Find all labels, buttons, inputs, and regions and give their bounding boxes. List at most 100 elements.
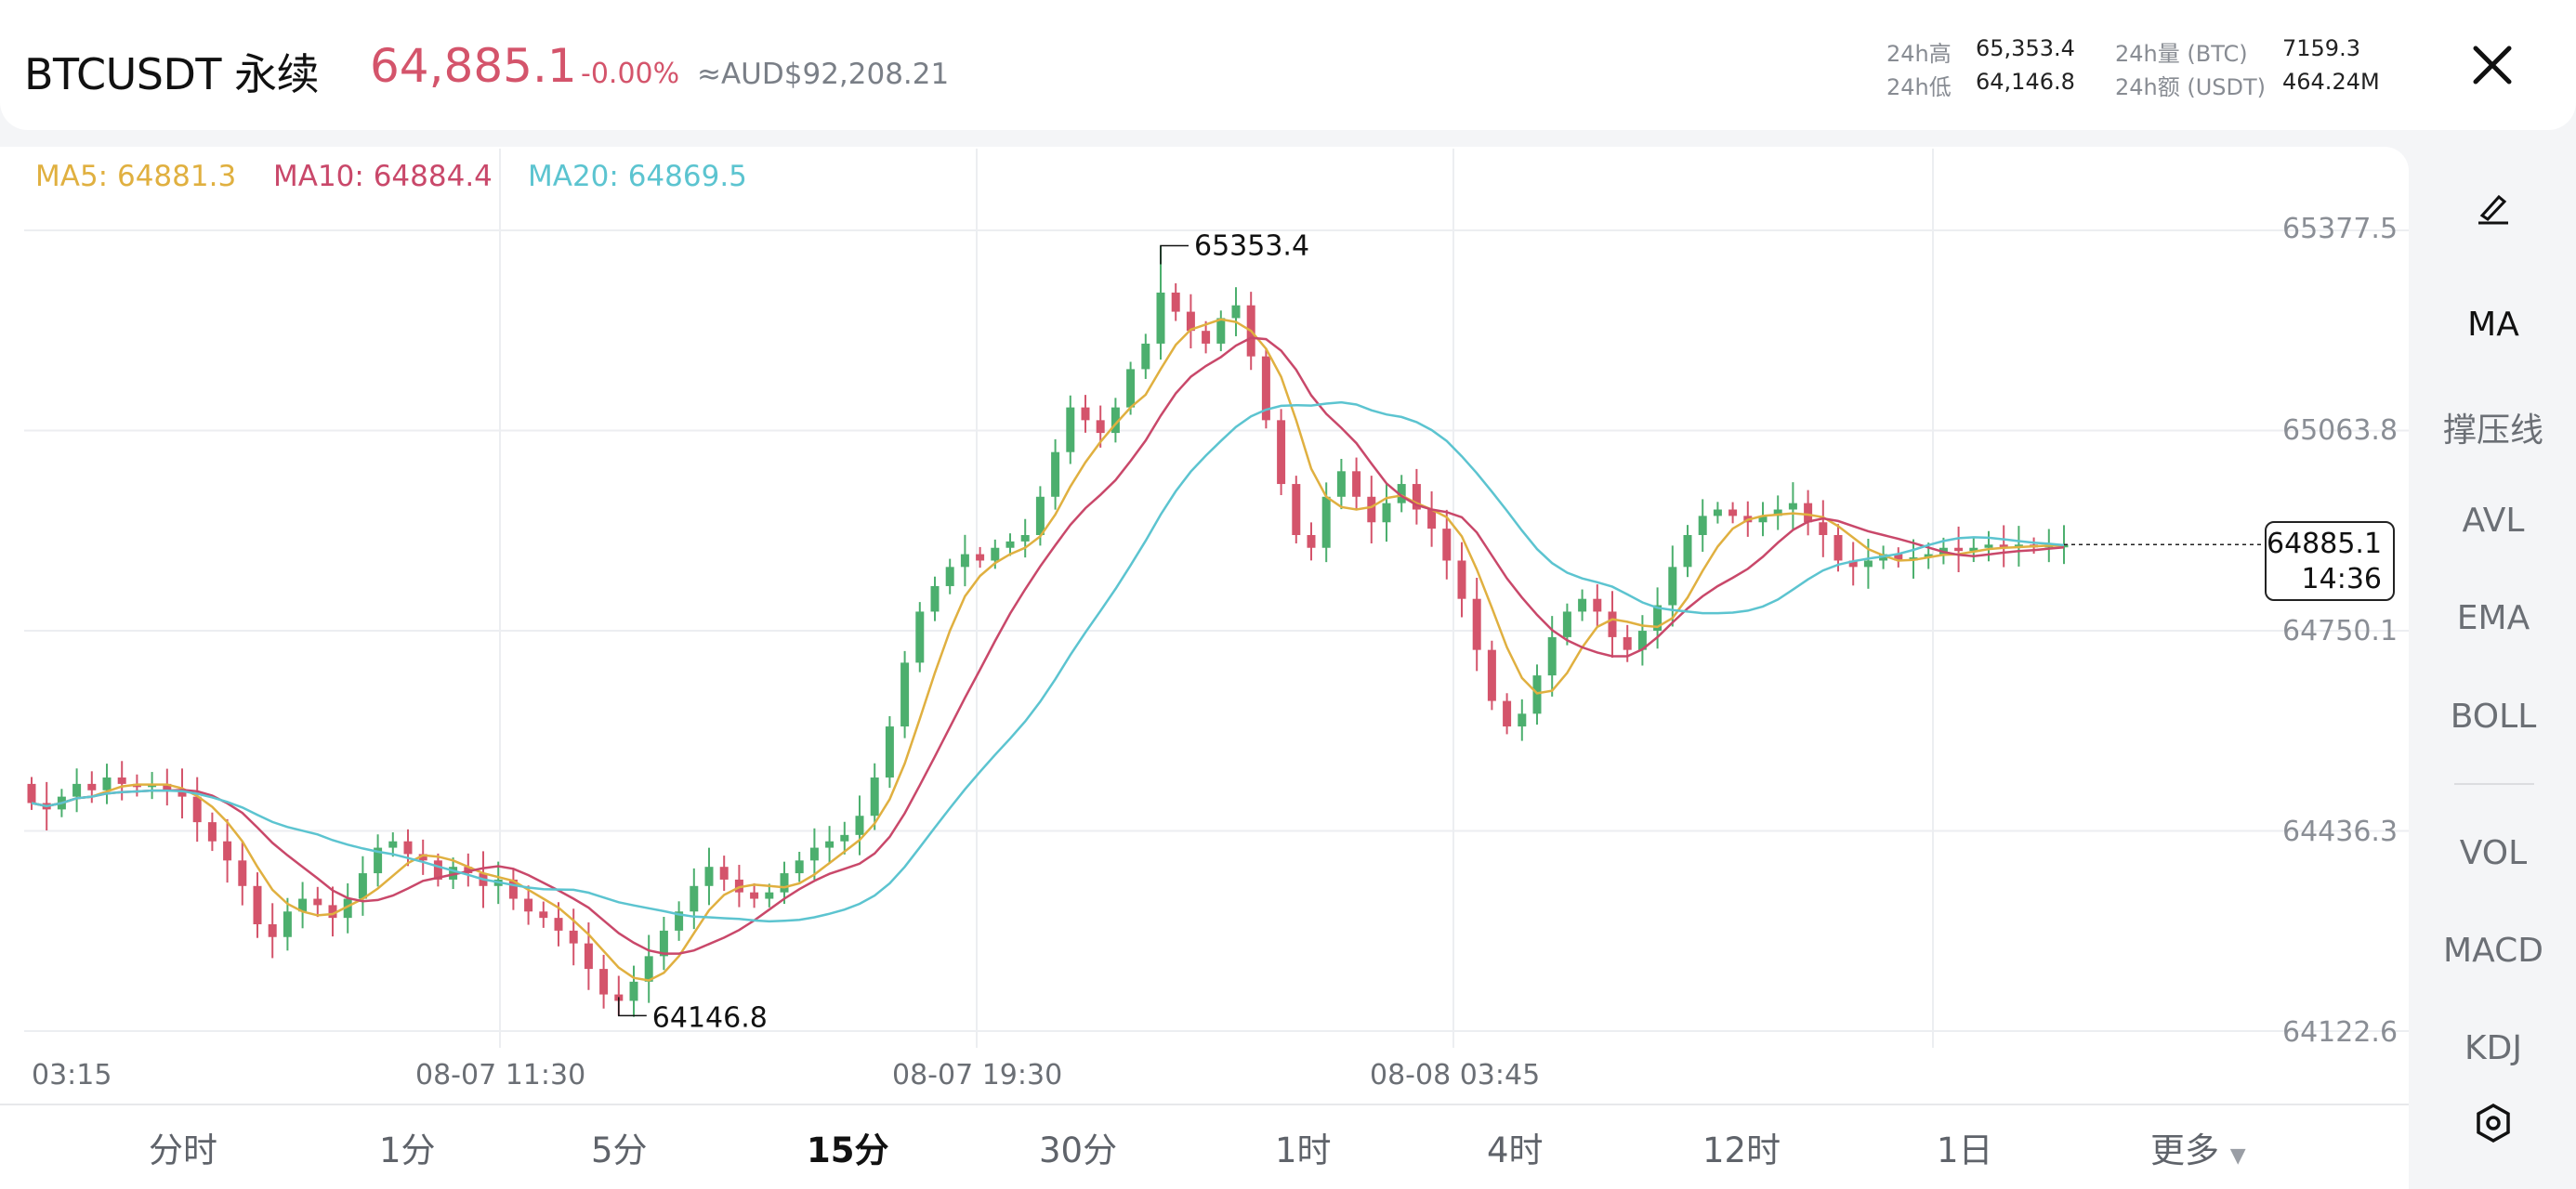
candle-body-down	[750, 892, 759, 899]
candle-body-down	[1412, 484, 1421, 510]
candle-body-up	[1683, 534, 1692, 568]
candle-body-up	[629, 981, 638, 1001]
candle-body-down	[1487, 649, 1496, 701]
candle-body-up	[1547, 636, 1557, 676]
indicator-kdj[interactable]: KDJ	[2464, 1029, 2522, 1066]
candle-body-up	[1005, 541, 1015, 548]
candle-body-up	[1532, 675, 1542, 714]
candle-body-up	[930, 585, 940, 612]
candle-body-up	[1397, 484, 1406, 503]
candle-body-down	[223, 841, 232, 861]
candle-body-down	[87, 783, 97, 790]
indicator-vol[interactable]: VOL	[2459, 834, 2528, 872]
ma10-line	[31, 336, 2065, 955]
candle-body-down	[1367, 496, 1376, 523]
stat-label-24h-volume: 24h量 (BTC)	[2115, 41, 2248, 67]
timeframe-30m[interactable]: 30分	[1039, 1130, 1118, 1170]
candle-body-up	[840, 834, 849, 842]
ma5-line	[31, 318, 2064, 982]
candle-body-up	[900, 662, 910, 727]
timeframe-1d[interactable]: 1日	[1937, 1130, 1993, 1170]
candle-body-up	[374, 847, 383, 874]
candle-body-down	[268, 924, 277, 937]
timeframe-1m[interactable]: 1分	[379, 1130, 436, 1170]
stat-label-24h-high: 24h高	[1886, 41, 1952, 67]
candle-body-down	[1728, 509, 1738, 516]
indicator-avl[interactable]: AVL	[2462, 502, 2525, 540]
ma10-legend: MA10: 64884.4	[273, 160, 493, 193]
timeframe-5m[interactable]: 5分	[591, 1130, 648, 1170]
candle-body-up	[1578, 598, 1587, 612]
candle-body-up	[1713, 509, 1722, 516]
candlestick-chart[interactable]: 65353.4 64146.8	[0, 0, 2409, 1096]
chart-settings-button[interactable]	[2411, 1102, 2576, 1153]
indicator-boll[interactable]: BOLL	[2450, 698, 2537, 736]
candle-body-up	[1020, 534, 1030, 542]
candle-body-down	[1427, 509, 1437, 529]
candle-body-down	[1307, 534, 1316, 548]
candle-body-up	[795, 860, 804, 874]
candle-body-up	[358, 873, 367, 899]
candle-body-up	[1231, 305, 1241, 319]
candle-body-down	[27, 783, 36, 804]
candle-body-up	[855, 816, 864, 835]
y-axis-label: 64750.1	[2282, 615, 2399, 647]
indicator-ema[interactable]: EMA	[2456, 599, 2530, 637]
last-price: 64,885.1	[370, 39, 577, 93]
chart-panel[interactable]	[0, 147, 2409, 1189]
timeframe-4h[interactable]: 4时	[1487, 1130, 1544, 1170]
timeframe-1h[interactable]: 1时	[1275, 1130, 1332, 1170]
settings-icon	[2477, 1103, 2510, 1143]
candle-body-up	[1518, 713, 1527, 727]
candle-body-up	[1637, 631, 1647, 650]
candle-body-up	[1863, 560, 1873, 568]
candle-body-up	[449, 867, 458, 880]
candle-body-down	[163, 783, 172, 790]
candle-body-down	[1819, 522, 1828, 535]
candle-body-down	[599, 969, 609, 995]
candle-body-up	[1698, 516, 1707, 535]
candle-body-down	[584, 943, 593, 970]
candle-body-up	[343, 898, 352, 919]
close-icon[interactable]	[2464, 37, 2520, 93]
timeframe-15m[interactable]: 15分	[807, 1130, 889, 1170]
candle-body-down	[177, 790, 187, 797]
drawing-tool-button[interactable]	[2411, 186, 2576, 235]
candle-body-up	[1051, 451, 1060, 497]
candle-body-down	[1202, 331, 1211, 344]
indicator-macd[interactable]: MACD	[2443, 932, 2543, 970]
change-percent: -0.00%	[581, 58, 680, 90]
candle-body-down	[1503, 700, 1512, 727]
candle-body-up	[825, 841, 835, 848]
indicator-support-resistance[interactable]: 撑压线	[2442, 412, 2543, 450]
candle-body-down	[1804, 503, 1813, 523]
candle-body-up	[1035, 496, 1045, 535]
candle-body-up	[1066, 407, 1075, 452]
x-axis-label: 08-08 03:45	[1370, 1059, 1541, 1091]
candle-body-up	[809, 847, 819, 861]
candle-body-down	[1999, 544, 2008, 548]
timeframe-line[interactable]: 分时	[149, 1130, 217, 1170]
candle-body-down	[1186, 311, 1195, 332]
candle-body-down	[976, 554, 985, 561]
candle-body-up	[765, 892, 774, 899]
ma20-legend: MA20: 64869.5	[528, 160, 747, 193]
edit-pen-icon	[2478, 194, 2508, 225]
aud-price: ≈AUD$92,208.21	[697, 58, 950, 91]
candle-body-up	[1216, 318, 1226, 344]
y-axis-label: 65063.8	[2282, 414, 2399, 447]
candle-body-down	[508, 879, 518, 899]
high-price-label: 65353.4	[1194, 230, 1309, 263]
timeframe-more-dropdown[interactable]: 更多 ▼	[2150, 1122, 2246, 1172]
candle-body-up	[1141, 343, 1150, 370]
candle-body-down	[192, 796, 202, 823]
stat-value-24h-volume: 7159.3	[2282, 35, 2360, 61]
candle-body-down	[1292, 484, 1301, 535]
timeframe-12h[interactable]: 12时	[1702, 1130, 1781, 1170]
indicator-ma[interactable]: MA	[2467, 306, 2519, 344]
candle-body-down	[238, 860, 247, 886]
candle-body-up	[704, 867, 714, 886]
candle-body-down	[1261, 356, 1270, 421]
candle-body-up	[915, 611, 925, 663]
candle-body-up	[1562, 611, 1571, 637]
